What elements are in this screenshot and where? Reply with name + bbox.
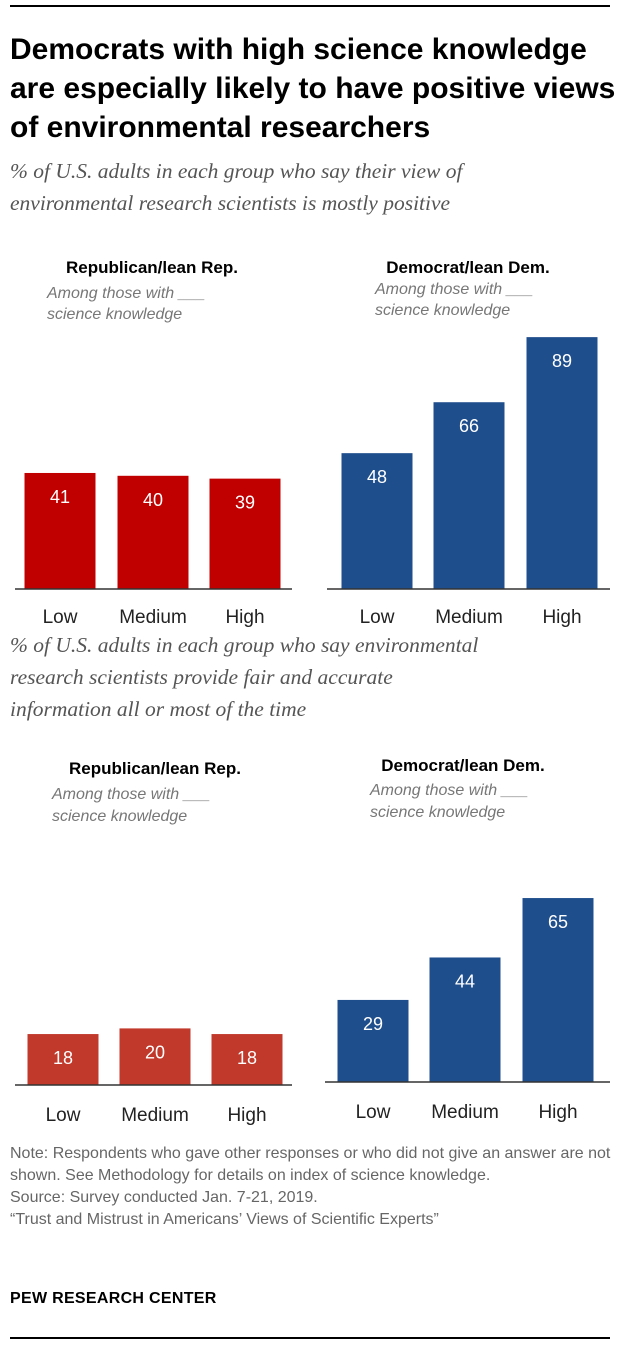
panel-subtitle: science knowledge <box>52 808 187 825</box>
category-label: Medium <box>121 1105 189 1126</box>
category-label: Low <box>46 1105 81 1126</box>
bottom-rule <box>10 1337 610 1339</box>
bar-low <box>337 999 409 1082</box>
report-title: “Trust and Mistrust in Americans’ Views … <box>10 1211 439 1228</box>
data-label: 66 <box>459 416 479 436</box>
chart2-subtitle-line: information all or most of the time <box>10 697 307 721</box>
data-label: 18 <box>237 1048 257 1068</box>
chart1-subtitle-line: environmental research scientists is mos… <box>10 191 451 215</box>
panel-subtitle: science knowledge <box>370 804 505 821</box>
data-label: 29 <box>363 1014 383 1034</box>
bar-high <box>526 337 598 589</box>
data-label: 89 <box>552 351 572 371</box>
data-label: 40 <box>143 490 163 510</box>
data-label: 44 <box>455 971 475 991</box>
panel-title: Democrat/lean Dem. <box>381 756 544 775</box>
chart2-subtitle-line: research scientists provide fair and acc… <box>10 665 393 689</box>
rep-panel: Republican/lean Rep. Among those with __… <box>15 258 292 628</box>
panel-subtitle: Among those with ___ <box>51 786 210 803</box>
panel-subtitle: Among those with ___ <box>46 285 205 302</box>
brand-logo-text: PEW RESEARCH CENTER <box>10 1290 217 1307</box>
category-label: Low <box>356 1102 391 1123</box>
bar-high <box>209 478 281 589</box>
category-label: High <box>227 1105 266 1126</box>
panel-title: Republican/lean Rep. <box>69 759 241 778</box>
category-label: Low <box>43 607 78 628</box>
chart1-subtitle: % of U.S. adults in each group who say t… <box>10 155 625 219</box>
bar-medium <box>119 1028 191 1085</box>
category-label: Medium <box>431 1102 499 1123</box>
data-label: 65 <box>548 912 568 932</box>
category-label: Low <box>360 607 395 628</box>
panel-title: Democrat/lean Dem. <box>386 258 549 277</box>
data-label: 48 <box>367 467 387 487</box>
chart-title: Democrats with high science knowledge ar… <box>10 33 616 144</box>
top-rule <box>10 5 610 7</box>
category-label: High <box>538 1102 577 1123</box>
bar-low <box>27 1034 99 1085</box>
panel-title: Republican/lean Rep. <box>66 258 238 277</box>
bar-low <box>24 472 96 589</box>
category-label: High <box>225 607 264 628</box>
category-label: Medium <box>119 607 187 628</box>
note-text: Note: Respondents who gave other respons… <box>10 1145 611 1184</box>
chart2-subtitle-line: % of U.S. adults in each group who say e… <box>10 633 479 657</box>
panel-subtitle: Among those with ___ <box>374 281 533 298</box>
notes: Note: Respondents who gave other respons… <box>10 1143 625 1231</box>
data-label: 39 <box>235 493 255 513</box>
chart2-plot: Republican/lean Rep. Among those with __… <box>15 756 610 1126</box>
data-label: 18 <box>53 1048 73 1068</box>
chart2-subtitle: % of U.S. adults in each group who say e… <box>10 629 625 725</box>
category-label: Medium <box>435 607 503 628</box>
panel-subtitle: Among those with ___ <box>369 782 528 799</box>
dem-panel: Democrat/lean Dem. Among those with ___ … <box>327 258 610 628</box>
bar-medium <box>429 957 501 1082</box>
rep-panel: Republican/lean Rep. Among those with __… <box>15 759 292 1126</box>
data-label: 20 <box>145 1042 165 1062</box>
bar-medium <box>117 475 189 589</box>
category-label: High <box>542 607 581 628</box>
bar-low <box>341 453 413 589</box>
source-text: Source: Survey conducted Jan. 7-21, 2019… <box>10 1189 318 1206</box>
data-label: 41 <box>50 487 70 507</box>
bar-medium <box>433 402 505 589</box>
dem-panel: Democrat/lean Dem. Among those with ___ … <box>325 756 610 1123</box>
panel-subtitle: science knowledge <box>375 302 510 319</box>
chart1-subtitle-line: % of U.S. adults in each group who say t… <box>10 159 463 183</box>
panel-subtitle: science knowledge <box>47 306 182 323</box>
bar-high <box>211 1034 283 1085</box>
chart1-plot: Republican/lean Rep. Among those with __… <box>15 258 610 628</box>
bar-high <box>522 898 594 1082</box>
